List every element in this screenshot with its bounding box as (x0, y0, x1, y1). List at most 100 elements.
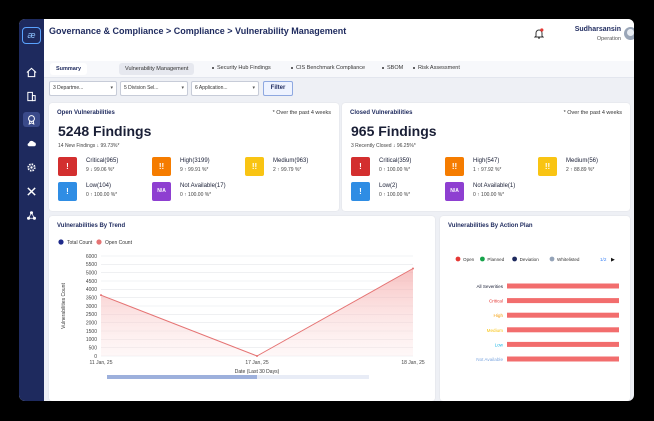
open-severity-critical[interactable]: ! Critical(965) 9 ↓ 99.06 %* (58, 157, 148, 177)
category-label: Not Available (476, 357, 503, 362)
legend-label: Whitelisted (557, 257, 580, 262)
severity-label: Not Available(17) (180, 183, 226, 189)
y-tick-label: 3000 (86, 304, 97, 310)
closed-severity-low[interactable]: ! Low(2) 0 ↑ 100.00 %* (351, 182, 441, 202)
action-plan-chart: Open Planned Deviation Whitelisted 1/2 ▶ All S… (455, 256, 619, 362)
trend-chart-card: Vulnerabilities By Trend Total Count Open… (49, 216, 435, 401)
tab-cis-benchmark[interactable]: CIS Benchmark Compliance (291, 65, 365, 71)
y-tick-label: 0 (94, 354, 97, 360)
closed-card-title: Closed Vulnerabilities (350, 110, 413, 116)
tab-sbom[interactable]: SBOM (382, 65, 403, 71)
open-card-note: * Over the past 4 weeks (272, 110, 331, 116)
action-plan-bar (507, 327, 619, 333)
closed-severity-medium[interactable]: !! Medium(56) 2 ↑ 88.89 %* (538, 157, 628, 177)
trend-chart-title: Vulnerabilities By Trend (57, 223, 126, 229)
badge-icon[interactable] (23, 112, 40, 127)
top-bar: Governance & Compliance > Compliance > V… (44, 19, 634, 61)
severity-delta: 9 ↑ 99.91 %* (180, 167, 209, 173)
chevron-down-icon: ▾ (181, 85, 184, 91)
filter-button[interactable]: Filter (263, 81, 293, 96)
closed-severity-not-available[interactable]: N/A Not Available(1) 0 ↑ 100.00 %* (445, 182, 535, 202)
open-vulnerabilities-card: Open Vulnerabilities * Over the past 4 w… (49, 103, 339, 211)
legend-marker (96, 239, 102, 245)
y-tick-label: 6000 (86, 254, 97, 260)
critical-alert-icon: ! (351, 157, 370, 176)
closed-recently-closed: 3 Recently Closed ↓ 96.25%* (351, 143, 416, 149)
tools-icon[interactable] (23, 184, 40, 199)
cloud-icon[interactable] (23, 136, 40, 151)
high-alert-icon: !! (445, 157, 464, 176)
severity-label: Critical(965) (86, 158, 119, 164)
y-tick-label: 5000 (86, 270, 97, 276)
y-tick-label: 2000 (86, 320, 97, 326)
notification-bell-icon[interactable] (534, 28, 544, 39)
closed-vulnerabilities-card: Closed Vulnerabilities * Over the past 4… (342, 103, 630, 211)
severity-label: Not Available(1) (473, 183, 516, 189)
y-tick-label: 3500 (86, 295, 97, 301)
open-count-area (101, 268, 413, 356)
building-icon[interactable] (23, 89, 40, 104)
application-select[interactable]: 6 Application... ▾ (191, 81, 259, 96)
severity-delta: 2 ↑ 88.89 %* (566, 167, 595, 173)
action-plan-bar (507, 341, 619, 347)
legend-page-indicator: 1/2 (600, 257, 607, 262)
sidebar: æ (19, 19, 44, 401)
severity-delta: 2 ↑ 99.79 %* (273, 167, 302, 173)
closed-severity-high[interactable]: !! High(547) 1 ↑ 97.92 %* (445, 157, 535, 177)
tab-vulnerability-management[interactable]: Vulnerability Management (119, 63, 195, 75)
open-new-findings: 14 New Findings ↓ 99.73%* (58, 143, 120, 149)
open-severity-medium[interactable]: !! Medium(963) 2 ↑ 99.79 %* (245, 157, 335, 177)
severity-delta: 0 ↑ 100.00 %* (379, 192, 411, 198)
open-severity-low[interactable]: ! Low(104) 0 ↑ 100.00 %* (58, 182, 148, 202)
severity-delta: 9 ↓ 99.06 %* (86, 167, 115, 173)
legend-label: Open Count (105, 240, 133, 246)
legend-marker (512, 256, 517, 262)
y-tick-label: 5500 (86, 262, 97, 268)
not-available-alert-icon: N/A (445, 182, 464, 201)
tab-security-hub-findings[interactable]: Security Hub Findings (212, 65, 271, 71)
not-available-alert-icon: N/A (152, 182, 171, 201)
y-axis-label: Vulnerabilities Count (61, 283, 67, 329)
tab-summary[interactable]: Summary (50, 63, 88, 75)
closed-severity-critical[interactable]: ! Critical(359) 0 ↑ 100.00 %* (351, 157, 441, 177)
legend-next-arrow: ▶ (611, 257, 615, 263)
open-total: 5248 Findings (58, 123, 152, 139)
high-alert-icon: !! (152, 157, 171, 176)
network-icon[interactable] (23, 208, 40, 223)
x-tick-label: 17 Jan, 25 (245, 360, 269, 366)
department-select[interactable]: 3 Departme... ▾ (49, 81, 117, 96)
category-label: All Severities (476, 284, 503, 289)
app-logo[interactable]: æ (22, 27, 41, 44)
severity-label: Low(104) (86, 183, 112, 189)
x-tick-label: 11 Jan, 25 (90, 360, 113, 366)
open-severity-high[interactable]: !! High(3199) 9 ↑ 99.91 %* (152, 157, 242, 177)
open-severity-not-available[interactable]: N/A Not Available(17) 0 ↑ 100.00 %* (152, 182, 242, 202)
chevron-down-icon: ▾ (252, 85, 255, 91)
app-screen: æ Governance & Compliance > Compliance >… (19, 19, 634, 401)
severity-label: High(3199) (180, 158, 210, 164)
action-plan-bar (507, 298, 619, 304)
shield-gear-icon[interactable] (23, 160, 40, 175)
severity-label: Medium(56) (566, 158, 599, 164)
user-name: Sudharsansin (574, 26, 621, 33)
data-point (100, 294, 102, 297)
division-select[interactable]: 5 Division Sel... ▾ (120, 81, 188, 96)
severity-label: Critical(359) (379, 158, 412, 164)
y-tick-label: 1500 (86, 329, 97, 335)
action-plan-bar (507, 312, 619, 318)
medium-alert-icon: !! (538, 157, 557, 176)
tab-risk-assessment[interactable]: Risk Assessment (413, 65, 460, 71)
home-icon[interactable] (23, 65, 40, 80)
action-plan-card: Vulnerabilities By Action Plan Open Plann… (440, 216, 630, 401)
action-plan-bar (507, 283, 619, 289)
avatar[interactable] (624, 27, 634, 40)
critical-alert-icon: ! (58, 157, 77, 176)
severity-delta: 0 ↑ 100.00 %* (379, 167, 411, 173)
legend-label: Planned (487, 257, 504, 262)
zoom-slider-handle (107, 375, 257, 379)
y-tick-label: 1000 (86, 337, 97, 343)
action-plan-title: Vulnerabilities By Action Plan (448, 223, 533, 229)
severity-delta: 0 ↑ 100.00 %* (473, 192, 505, 198)
y-tick-label: 2500 (86, 312, 97, 318)
